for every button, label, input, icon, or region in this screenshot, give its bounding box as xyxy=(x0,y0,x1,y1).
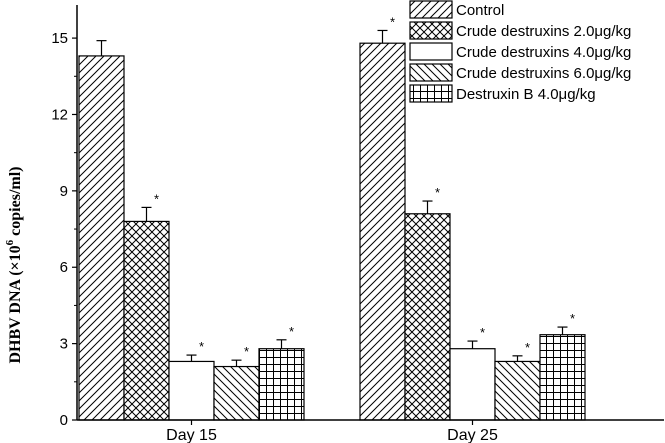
x-tick-label: Day 25 xyxy=(447,427,498,443)
bar xyxy=(404,213,451,421)
legend-swatch xyxy=(409,84,453,103)
significance-mark: * xyxy=(390,14,395,29)
significance-mark: * xyxy=(199,339,204,354)
significance-mark: * xyxy=(435,185,440,200)
legend-swatch xyxy=(409,63,453,82)
legend: Control Crude destruxins 2.0μg/kg Crude de… xyxy=(409,0,631,103)
axes: 0 3 6 9 12 15 Day 15 Day 25 xyxy=(51,5,664,443)
y-label-sup: 6 xyxy=(4,239,16,245)
legend-label: Control xyxy=(456,2,504,19)
legend-label: Destruxin B 4.0μg/kg xyxy=(456,86,596,103)
significance-mark: * xyxy=(289,324,294,339)
legend-swatch xyxy=(409,21,453,40)
y-tick-label: 3 xyxy=(60,336,68,353)
bar xyxy=(78,55,125,421)
significance-mark: * xyxy=(154,191,159,206)
bar xyxy=(123,220,170,421)
y-tick-label: 15 xyxy=(51,30,68,47)
significance-mark: * xyxy=(480,325,485,340)
bar xyxy=(494,360,541,421)
plot-area: * * * * * * * * * xyxy=(78,14,586,421)
legend-swatch xyxy=(409,0,453,19)
bar xyxy=(213,365,260,421)
legend-label: Crude destruxins 2.0μg/kg xyxy=(456,23,631,40)
bar xyxy=(168,360,215,421)
legend-swatch xyxy=(409,42,453,61)
y-label-post: copies/ml) xyxy=(7,167,24,240)
bar xyxy=(258,348,305,421)
bar xyxy=(539,334,586,421)
y-tick-label: 9 xyxy=(60,183,68,200)
significance-mark: * xyxy=(525,340,530,355)
significance-mark: * xyxy=(570,311,575,326)
y-tick-label: 6 xyxy=(60,259,68,276)
y-tick-label: 0 xyxy=(60,412,68,429)
legend-label: Crude destruxins 6.0μg/kg xyxy=(456,65,631,82)
y-tick-label: 12 xyxy=(51,106,68,123)
bar xyxy=(359,42,406,421)
y-axis-label-text: DHBV DNA (×106 copies/ml) xyxy=(4,167,24,364)
y-label-pre: DHBV DNA (×10 xyxy=(7,245,24,363)
x-tick-label: Day 15 xyxy=(166,427,217,443)
bar xyxy=(449,348,496,421)
legend-label: Crude destruxins 4.0μg/kg xyxy=(456,44,631,61)
y-axis-label: DHBV DNA (×106 copies/ml) xyxy=(4,167,24,364)
significance-mark: * xyxy=(244,344,249,359)
